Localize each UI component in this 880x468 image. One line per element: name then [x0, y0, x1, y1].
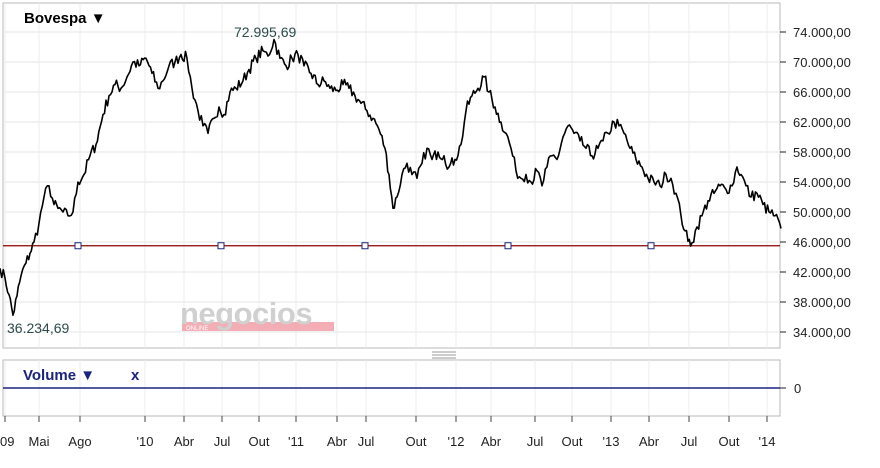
x-tick-label: Out — [249, 434, 270, 449]
y-tick-label: 74.000,00 — [793, 25, 851, 40]
x-tick-label: Jul — [527, 434, 544, 449]
x-tick-label: Jul — [214, 434, 231, 449]
x-tick-label: '14 — [759, 434, 776, 449]
y-tick-label: 70.000,00 — [793, 55, 851, 70]
max-value-label: 72.995,69 — [234, 24, 296, 40]
x-axis: 09 Mai Ago '10 Abr Jul Out '11 Abr Jul Out '12 Abr Ju… — [0, 416, 775, 449]
volume-y-tick-label: 0 — [794, 381, 801, 396]
x-gridlines — [4, 3, 768, 348]
x-tick-label: Abr — [327, 434, 348, 449]
y-tick-label: 42.000,00 — [793, 265, 851, 280]
y-tick-label: 54.000,00 — [793, 175, 851, 190]
reference-marker — [361, 242, 369, 250]
svg-text:negocios: negocios — [180, 296, 312, 331]
volume-close-button[interactable]: x — [131, 367, 140, 384]
y-tick-label: 62.000,00 — [793, 115, 851, 130]
x-tick-label: Jul — [681, 434, 698, 449]
reference-marker — [647, 242, 655, 250]
x-tick-label: Out — [406, 434, 427, 449]
x-tick-label: Abr — [639, 434, 660, 449]
x-tick-label: 09 — [0, 434, 14, 449]
x-tick-label: '13 — [603, 434, 620, 449]
x-tick-label: Mai — [29, 434, 50, 449]
y-tick-label: 50.000,00 — [793, 205, 851, 220]
reference-line-group — [3, 242, 780, 250]
y-tick-label: 66.000,00 — [793, 85, 851, 100]
x-tick-label: '10 — [137, 434, 154, 449]
x-tick-label: Out — [562, 434, 583, 449]
y-gridlines — [3, 31, 780, 333]
x-tick-label: '12 — [448, 434, 465, 449]
chart-title-button[interactable]: Bovespa ▼ — [24, 10, 106, 27]
svg-text:ONLINE: ONLINE — [186, 326, 208, 332]
negocios-logo: negocios ONLINE — [180, 296, 334, 332]
y-tick-label: 38.000,00 — [793, 295, 851, 310]
panel-resize-handle[interactable] — [432, 351, 456, 359]
y-axis: 34.000,00 38.000,00 42.000,00 46.000,00 50.0… — [780, 25, 851, 340]
reference-marker — [217, 242, 225, 250]
reference-marker — [504, 242, 512, 250]
y-tick-label: 58.000,00 — [793, 145, 851, 160]
y-tick-label: 46.000,00 — [793, 235, 851, 250]
reference-marker — [74, 242, 82, 250]
min-value-label: 36.234,69 — [7, 320, 69, 336]
y-tick-label: 34.000,00 — [793, 325, 851, 340]
x-tick-label: Abr — [174, 434, 195, 449]
main-panel-frame — [2, 2, 781, 349]
x-tick-label: Ago — [68, 434, 91, 449]
series-line-bovespa — [0, 38, 782, 316]
x-tick-label: Abr — [481, 434, 502, 449]
x-tick-label: Jul — [358, 434, 375, 449]
x-tick-label: '11 — [288, 434, 304, 449]
volume-title-button[interactable]: Volume ▼ — [23, 367, 95, 384]
x-tick-label: Out — [719, 434, 740, 449]
